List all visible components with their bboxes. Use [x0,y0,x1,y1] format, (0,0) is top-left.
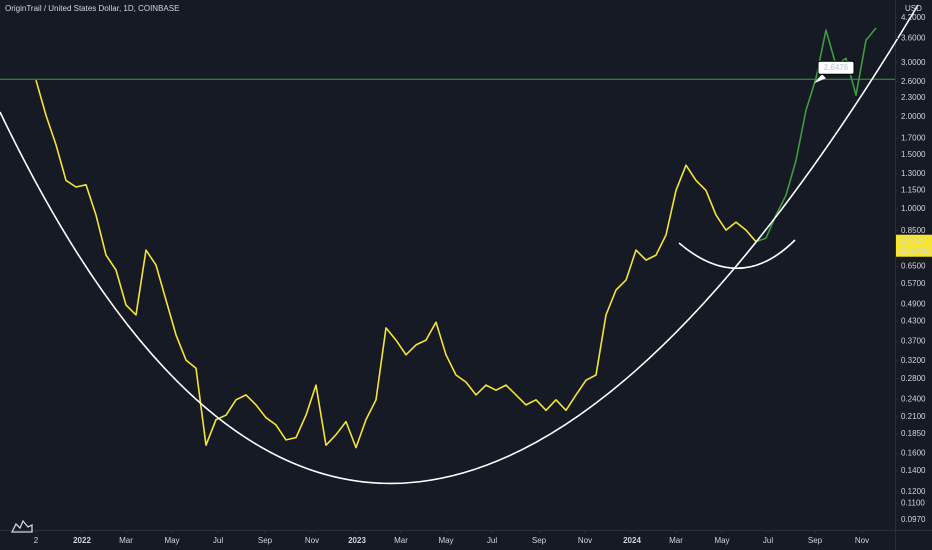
y-tick-label: 4.2000 [901,13,926,22]
y-tick-label: 1.1500 [901,186,926,195]
x-tick-label: Sep [532,536,547,545]
price-label-pointer [814,74,826,84]
price-series [35,79,757,449]
price-label: 2.6476 [824,63,849,72]
y-tick-label: 0.1100 [901,498,925,507]
x-tick-label: Mar [119,536,133,545]
x-tick-label: 2 [34,536,39,545]
y-tick-label: 2.3000 [901,93,926,102]
y-tick-label: 0.4300 [901,317,926,326]
y-tick-label: 0.2100 [901,412,926,421]
x-tick-label: 2022 [73,536,91,545]
y-tick-label: 0.5700 [901,279,926,288]
logo [10,519,33,533]
chart-title: OriginTrail / United States Dollar, 1D, … [5,4,179,13]
y-tick-label: 0.1200 [901,487,926,496]
y-tick-label: 3.6000 [901,33,926,42]
x-tick-label: Jul [763,536,773,545]
y-tick-label: 0.6500 [901,262,926,271]
y-tick-label: 1.3000 [901,169,926,178]
x-tick-label: 2023 [348,536,366,545]
y-tick-label: 2.0000 [901,112,926,121]
x-tick-label: 2024 [623,536,641,545]
y-tick-label: 0.3200 [901,356,926,365]
price-label-box [817,60,855,75]
x-tick-label: Nov [855,536,869,545]
x-tick-label: Jul [487,536,497,545]
y-tick-label: 1.5000 [901,150,926,159]
x-tick-label: Nov [578,536,592,545]
y-tick-label: 0.4900 [901,299,926,308]
cup-curve [0,4,919,485]
currency-label: USD [905,4,922,13]
y-tick-label: 0.2400 [901,394,926,403]
y-tick-label: 0.1600 [901,448,926,457]
x-tick-label: May [438,536,453,545]
y-tick-label: 3.0000 [901,58,926,67]
y-tick-label: 1.7000 [901,133,926,142]
y-tick-label: 0.1850 [901,429,926,438]
y-tick-label: 0.8500 [901,226,926,235]
last-price-label: 0.7827 [901,236,926,245]
handle-curve [678,239,796,270]
x-tick-label: Sep [258,536,273,545]
plot-area [0,27,895,449]
x-tick-label: Sep [808,536,823,545]
x-tick-label: Mar [394,536,408,545]
y-tick-label: 0.1400 [901,466,926,475]
y-tick-label: 0.0970 [901,515,926,524]
y-tick-label: 0.3700 [901,337,926,346]
x-tick-label: Jul [213,536,223,545]
x-tick-label: May [164,536,179,545]
y-tick-label: 1.0000 [901,204,926,213]
x-tick-label: Mar [669,536,683,545]
y-tick-label: 2.6000 [901,77,926,86]
x-tick-label: May [714,536,729,545]
x-tick-label: Nov [305,536,319,545]
countdown-label: 22:10:52 [899,246,931,255]
last-price-box [896,234,932,257]
price-series [755,27,877,243]
y-tick-label: 0.2800 [901,374,926,383]
